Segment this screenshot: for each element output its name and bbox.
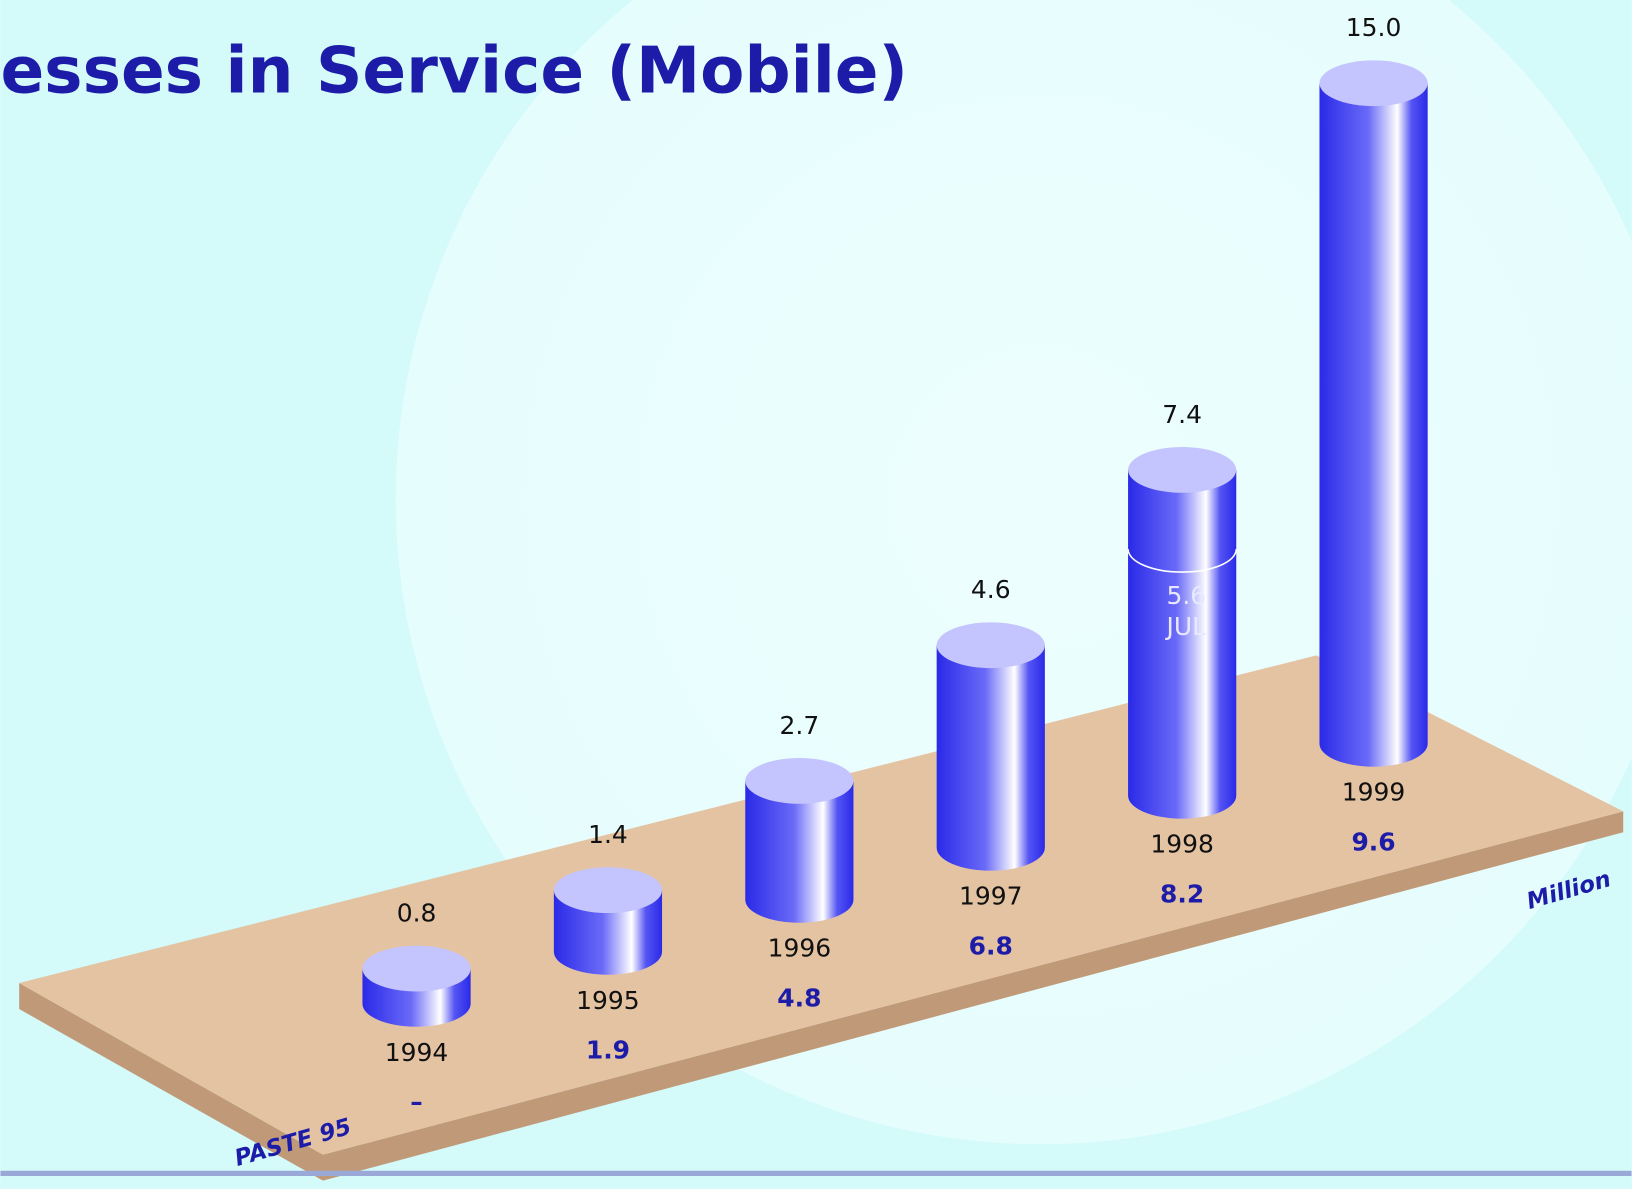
second-row-label: –: [410, 1088, 422, 1117]
annotation-value: 5.6: [1166, 581, 1206, 610]
cylinder-top: [936, 622, 1045, 669]
second-row-label: 8.2: [1160, 880, 1204, 909]
value-label: 15.0: [1346, 13, 1402, 42]
value-label: 7.4: [1162, 400, 1202, 429]
cylinder-body: [1319, 83, 1428, 767]
second-row-label: 6.8: [969, 932, 1013, 961]
value-label: 4.6: [971, 575, 1011, 604]
cylinder-body: [936, 645, 1045, 871]
cylinder-top: [553, 867, 663, 914]
value-label: 0.8: [397, 899, 437, 928]
category-label: 1998: [1150, 830, 1214, 859]
category-label: 1994: [385, 1038, 449, 1067]
second-row-label: 9.6: [1351, 828, 1395, 857]
category-label: 1996: [768, 934, 832, 963]
cylinder-top: [745, 758, 854, 804]
category-label: 1999: [1342, 778, 1406, 807]
cylinder-body: [1128, 469, 1237, 819]
value-label: 1.4: [588, 820, 628, 849]
value-label: 2.7: [780, 711, 820, 740]
cylinder-top: [1128, 447, 1237, 493]
category-label: 1995: [576, 986, 640, 1015]
category-label: 1997: [959, 882, 1023, 911]
annotation-line: [1127, 549, 1238, 573]
cylinder-body: [553, 890, 663, 975]
second-row-label: 4.8: [777, 984, 821, 1013]
cylinder-body: [745, 780, 854, 923]
annotation-text: JUL: [1165, 612, 1207, 641]
chart-title: esses in Service (Mobile): [0, 33, 908, 108]
cylinder-top: [1319, 60, 1428, 107]
second-row-label: 1.9: [586, 1036, 630, 1065]
cylinder-top: [362, 945, 471, 992]
